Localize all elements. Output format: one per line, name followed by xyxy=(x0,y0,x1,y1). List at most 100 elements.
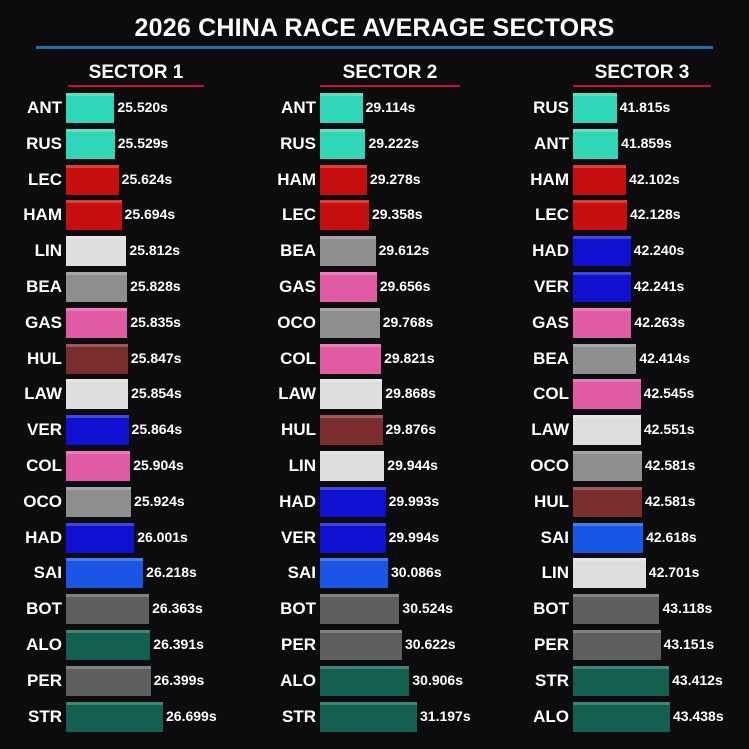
bar-row-gas: GAS 29.656s xyxy=(254,269,490,305)
bar-row-col: COL 42.545s xyxy=(507,376,743,412)
driver-label: COL xyxy=(533,384,569,404)
value-label: 29.993s xyxy=(388,492,440,509)
bar-rus xyxy=(320,128,366,159)
driver-label: STR xyxy=(282,706,316,726)
bar-row-had: HAD 29.993s xyxy=(254,484,490,520)
driver-label: HAD xyxy=(279,491,316,511)
bar-row-bot: BOT 43.118s xyxy=(507,591,743,627)
value-label: 29.821s xyxy=(384,349,435,366)
value-label: 25.828s xyxy=(130,278,181,294)
value-label: 43.438s xyxy=(673,707,724,724)
bar-row-bot: BOT 26.363s xyxy=(0,591,236,627)
bar-oco xyxy=(320,307,380,338)
bar-gas xyxy=(573,307,632,338)
value-label: 42.701s xyxy=(648,564,700,581)
driver-label: HUL xyxy=(281,420,316,440)
bar-row-lin: LIN 29.944s xyxy=(254,448,490,484)
driver-label: GAS xyxy=(25,312,62,332)
sector-3-underline xyxy=(573,85,711,87)
driver-label: ANT xyxy=(27,98,62,117)
bar-lec xyxy=(573,200,627,231)
bar-bea xyxy=(320,236,376,267)
value-label: 26.363s xyxy=(152,600,203,617)
driver-label: OCO xyxy=(277,312,316,332)
value-label: 29.358s xyxy=(371,206,423,223)
sector-2-underline xyxy=(320,85,460,87)
value-label: 25.847s xyxy=(130,349,182,366)
bar-row-per: PER 26.399s xyxy=(0,663,236,699)
bar-row-lec: LEC 25.624s xyxy=(0,162,236,198)
value-label: 42.128s xyxy=(629,206,681,223)
bar-sai xyxy=(320,558,388,589)
driver-label: BEA xyxy=(26,277,62,296)
title-underline xyxy=(36,46,713,49)
driver-label: BEA xyxy=(280,241,316,261)
value-label: 29.768s xyxy=(382,313,434,330)
value-label: 29.876s xyxy=(385,421,437,438)
bar-rus xyxy=(573,93,617,123)
bar-col xyxy=(320,343,382,374)
value-label: 25.864s xyxy=(131,421,183,438)
driver-label: COL xyxy=(26,456,62,475)
bar-row-gas: GAS 42.263s xyxy=(507,305,743,341)
bar-row-per: PER 43.151s xyxy=(507,627,743,663)
bar-bea xyxy=(573,343,637,374)
bar-ant xyxy=(320,93,363,123)
bar-ant xyxy=(573,128,619,159)
bar-row-oco: OCO 42.581s xyxy=(507,448,743,484)
bar-row-law: LAW 42.551s xyxy=(507,412,743,448)
value-label: 30.086s xyxy=(391,564,442,581)
bar-row-hul: HUL 25.847s xyxy=(0,341,236,377)
bar-ver xyxy=(320,522,386,553)
bar-alo xyxy=(573,701,670,732)
bar-oco xyxy=(66,486,132,517)
driver-label: SAI xyxy=(33,563,62,583)
bar-hul xyxy=(320,415,383,446)
driver-label: LEC xyxy=(28,169,62,189)
value-label: 25.529s xyxy=(117,134,169,151)
value-label: 25.835s xyxy=(130,313,181,330)
value-label: 42.102s xyxy=(629,170,680,187)
value-label: 25.904s xyxy=(133,457,184,473)
bar-str xyxy=(320,701,417,732)
value-label: 29.222s xyxy=(368,134,420,151)
bar-bot xyxy=(320,594,400,625)
value-label: 25.812s xyxy=(129,242,181,259)
driver-label: RUS xyxy=(533,98,569,117)
bar-row-str: STR 26.699s xyxy=(0,699,236,735)
value-label: 29.114s xyxy=(365,99,416,115)
value-label: 30.622s xyxy=(404,636,456,652)
driver-label: RUS xyxy=(26,133,62,153)
bar-had xyxy=(66,522,135,553)
bar-row-ham: HAM 29.278s xyxy=(254,162,490,198)
value-label: 29.944s xyxy=(387,457,438,473)
driver-label: LEC xyxy=(282,205,316,225)
bar-sai xyxy=(66,558,144,589)
bar-row-bea: BEA 29.612s xyxy=(254,233,490,269)
bar-ver xyxy=(66,415,129,446)
bar-row-had: HAD 26.001s xyxy=(0,520,236,556)
driver-label: BEA xyxy=(533,348,569,368)
bar-law xyxy=(573,415,641,446)
driver-label: HUL xyxy=(27,348,62,368)
bar-row-sai: SAI 30.086s xyxy=(254,555,490,591)
driver-label: ALO xyxy=(280,670,316,690)
driver-label: LIN xyxy=(288,456,316,475)
driver-label: LIN xyxy=(541,563,569,583)
bar-row-alo: ALO 30.906s xyxy=(254,663,490,699)
value-label: 29.656s xyxy=(379,278,431,294)
bar-per xyxy=(573,630,661,660)
bar-gas xyxy=(320,272,377,302)
bar-sai xyxy=(573,522,644,553)
bar-row-hul: HUL 42.581s xyxy=(507,484,743,520)
value-label: 43.118s xyxy=(662,600,713,617)
driver-label: LAW xyxy=(278,384,316,404)
bar-str xyxy=(573,665,670,696)
value-label: 42.240s xyxy=(633,242,685,259)
bar-col xyxy=(573,379,641,410)
bar-hul xyxy=(66,343,128,374)
bar-row-rus: RUS 29.222s xyxy=(254,126,490,162)
driver-label: LAW xyxy=(531,420,569,440)
bar-row-col: COL 29.821s xyxy=(254,341,490,377)
driver-label: BOT xyxy=(26,599,62,619)
